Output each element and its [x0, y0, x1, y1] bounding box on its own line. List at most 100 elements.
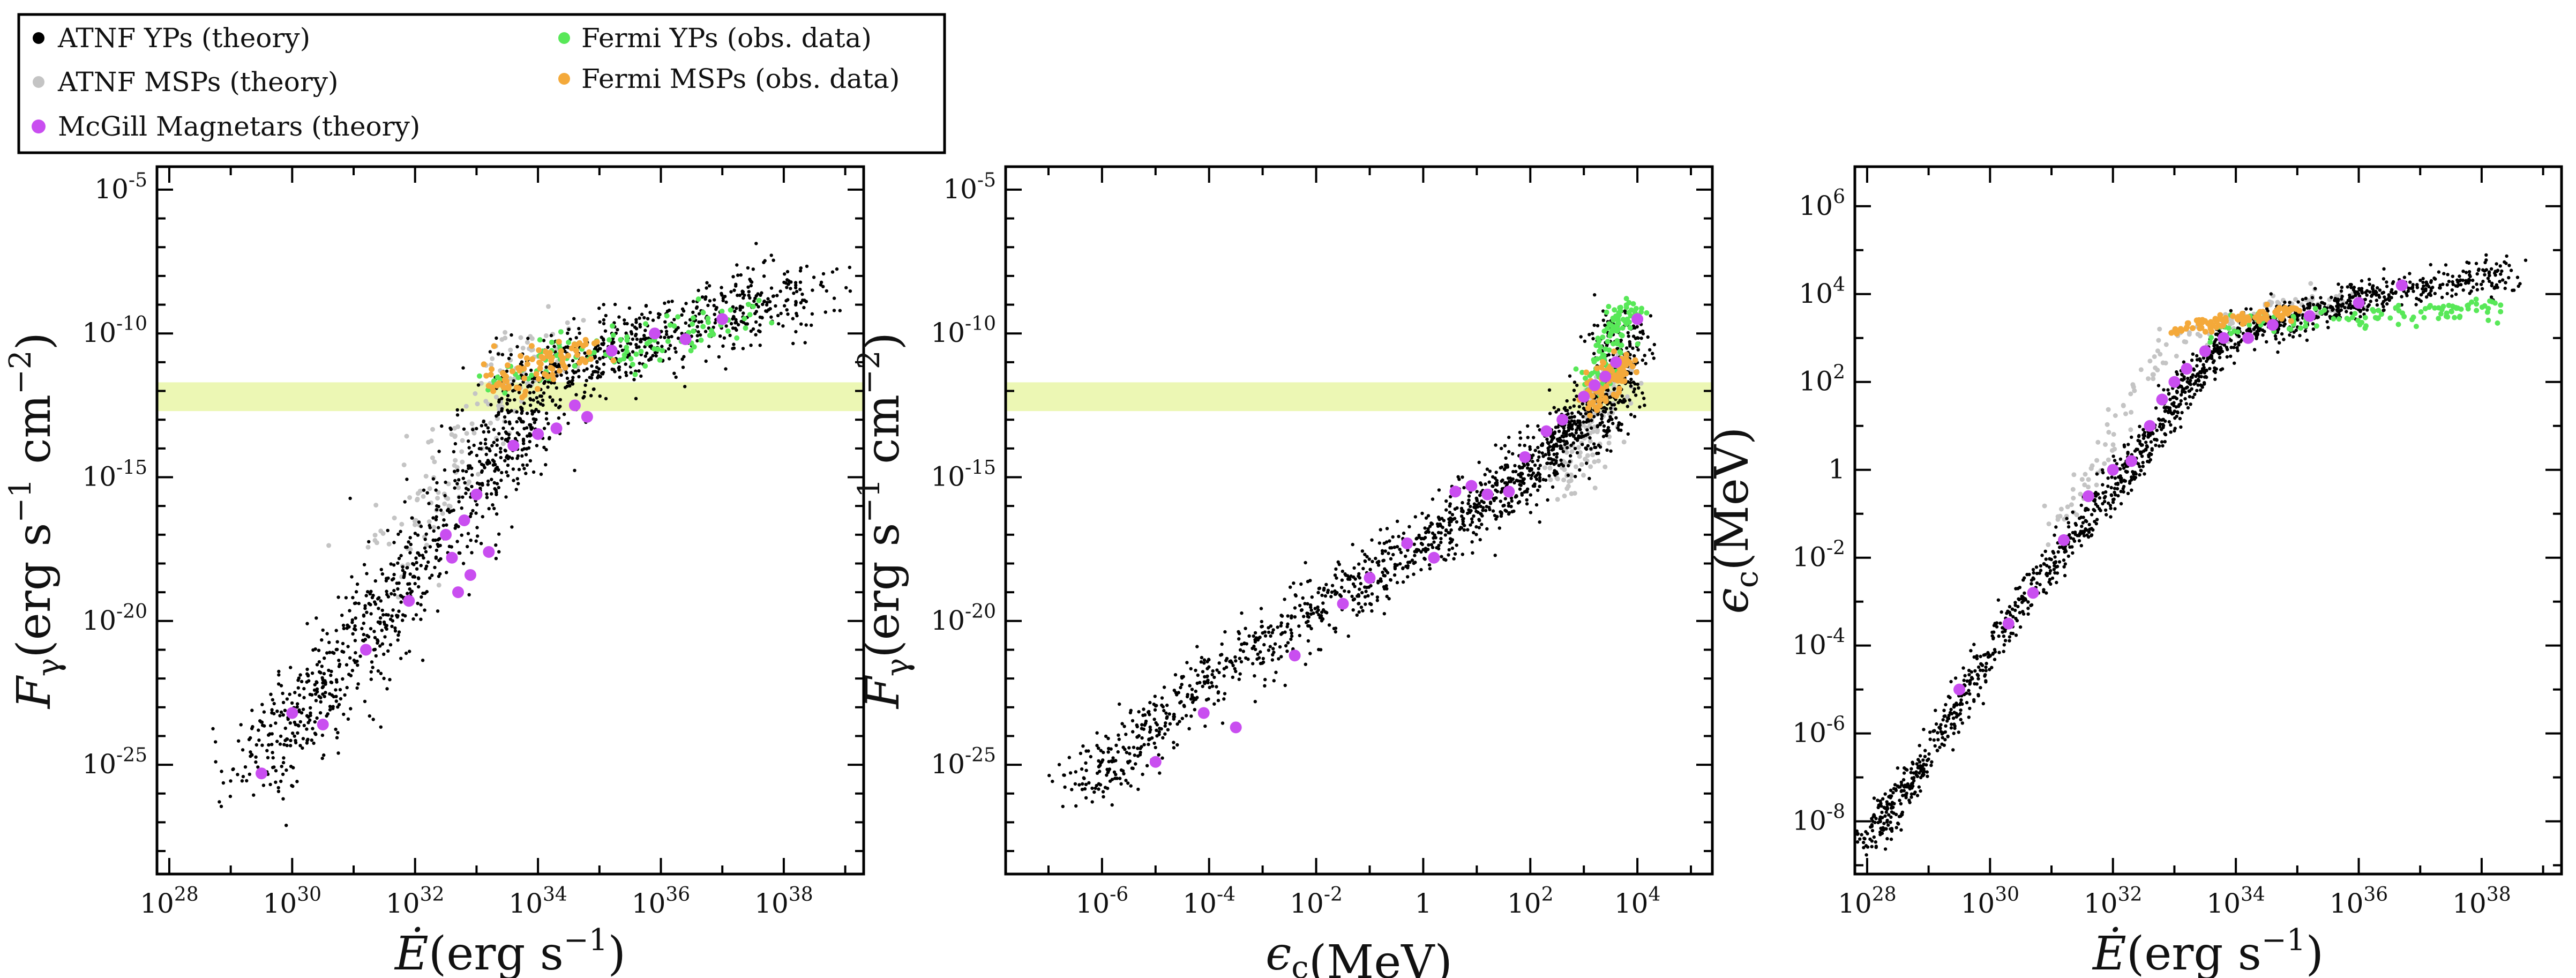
data-point	[277, 669, 281, 674]
data-point	[319, 700, 323, 704]
data-point	[405, 477, 409, 481]
data-point	[1550, 448, 1554, 452]
data-point	[1231, 675, 1234, 680]
data-point	[1154, 704, 1158, 708]
data-point	[1245, 642, 1248, 646]
legend: ATNF YPs (theory) ATNF MSPs (theory) McG…	[17, 13, 946, 154]
data-point	[1597, 443, 1600, 447]
data-point	[371, 718, 375, 721]
data-point	[1142, 743, 1146, 746]
data-point	[563, 349, 567, 353]
data-point	[393, 626, 397, 630]
data-point	[1343, 572, 1347, 576]
data-point	[1528, 447, 1532, 451]
x-tick-label: 10-6	[1076, 884, 1129, 919]
data-point	[392, 516, 397, 521]
data-point	[830, 270, 835, 274]
data-point	[778, 289, 782, 293]
data-point	[497, 532, 501, 536]
data-point	[2187, 330, 2192, 335]
data-point	[494, 543, 498, 547]
data-point	[1212, 675, 1216, 680]
data-point	[1316, 591, 1320, 595]
data-point	[1317, 647, 1321, 652]
data-point	[321, 628, 325, 632]
data-point	[1556, 425, 1560, 429]
data-point	[1289, 628, 1293, 632]
data-point	[492, 506, 496, 511]
data-point	[1587, 401, 1594, 408]
data-point	[714, 308, 718, 311]
data-point	[624, 362, 627, 366]
data-point	[369, 670, 373, 674]
data-point	[1172, 713, 1176, 716]
data-point	[2122, 466, 2126, 470]
data-point	[576, 340, 583, 346]
data-point	[623, 318, 626, 322]
data-point	[1271, 647, 1275, 651]
data-point	[547, 437, 551, 441]
data-point	[1360, 549, 1365, 553]
data-point	[350, 621, 354, 624]
data-point	[1084, 761, 1088, 765]
data-point	[1215, 668, 1219, 672]
data-point	[490, 388, 497, 394]
data-point	[1576, 445, 1581, 450]
data-point	[1357, 562, 1361, 566]
data-point	[266, 756, 270, 760]
data-point	[243, 765, 248, 769]
data-point	[408, 572, 412, 576]
x-tick-label: 1038	[754, 884, 813, 919]
data-point	[385, 589, 388, 593]
data-point	[281, 691, 284, 696]
data-point	[2248, 327, 2252, 331]
data-point	[320, 638, 324, 642]
data-point	[297, 710, 301, 714]
data-point	[1626, 432, 1630, 436]
legend-box	[17, 13, 946, 154]
data-point	[1424, 516, 1428, 520]
data-point	[500, 407, 504, 411]
data-point	[320, 756, 324, 760]
data-point	[625, 322, 629, 326]
data-point	[1919, 789, 1922, 793]
data-point	[2198, 370, 2202, 374]
data-point	[515, 477, 519, 481]
data-point	[1610, 417, 1614, 421]
data-point	[1133, 753, 1136, 757]
legend-label-fermi-yp: Fermi YPs (obs. data)	[581, 23, 872, 54]
data-point	[1504, 466, 1508, 469]
data-point	[436, 538, 440, 542]
data-point	[484, 452, 488, 457]
data-point	[389, 562, 393, 566]
data-point	[459, 449, 465, 454]
data-point	[2026, 612, 2030, 616]
data-point	[1375, 595, 1380, 599]
legend-item-magnetar: McGill Magnetars (theory)	[32, 111, 420, 142]
data-point	[1551, 485, 1555, 489]
data-point	[279, 684, 283, 688]
data-point	[460, 408, 465, 412]
data-point	[1387, 551, 1390, 555]
data-point	[1364, 589, 1368, 593]
data-point	[1938, 745, 1942, 749]
x-tick-label: 1034	[508, 884, 567, 919]
data-point	[583, 390, 587, 394]
data-point	[1507, 435, 1511, 439]
data-point	[1150, 736, 1154, 740]
data-point	[1406, 561, 1410, 564]
data-point	[1573, 464, 1578, 469]
legend-marker-magnetar	[32, 120, 46, 133]
data-point	[466, 532, 470, 535]
data-point	[1921, 758, 1925, 762]
data-point	[1181, 675, 1185, 678]
data-point	[399, 529, 402, 533]
data-point	[442, 518, 446, 522]
data-point	[1542, 465, 1547, 471]
data-point	[334, 727, 338, 731]
data-point	[1307, 615, 1311, 619]
data-point	[1128, 711, 1133, 715]
data-point	[2082, 534, 2086, 537]
data-point	[526, 337, 530, 340]
data-point	[2039, 569, 2043, 572]
